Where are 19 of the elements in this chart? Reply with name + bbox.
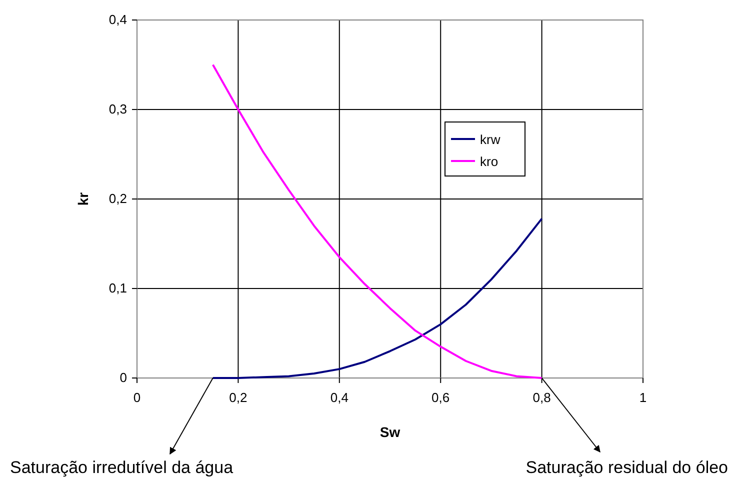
y-tick-label: 0,3 (108, 102, 127, 116)
x-tick-label: 0,6 (432, 390, 450, 405)
x-tick-label: 0,2 (229, 390, 248, 405)
x-tick-label: 0,4 (330, 390, 348, 405)
x-tick-label: 0 (133, 390, 141, 405)
legend-label: krw (480, 132, 501, 147)
y-tick-label: 0 (120, 370, 127, 385)
annotation: Saturação residual do óleo (526, 458, 728, 477)
y-axis-title: kr (75, 192, 91, 206)
annotation: Saturação irredutível da água (10, 458, 234, 477)
y-tick-label: 0,2 (108, 191, 127, 206)
y-tick-label: 0,4 (108, 12, 127, 27)
x-tick-label: 1 (639, 390, 647, 405)
x-axis-title: Sw (380, 424, 400, 440)
y-tick-label: 0,1 (108, 280, 127, 296)
legend-label: kro (480, 154, 498, 169)
line-series (212, 218, 543, 379)
line-series (212, 64, 543, 379)
x-tick-label: 0,8 (532, 390, 551, 405)
